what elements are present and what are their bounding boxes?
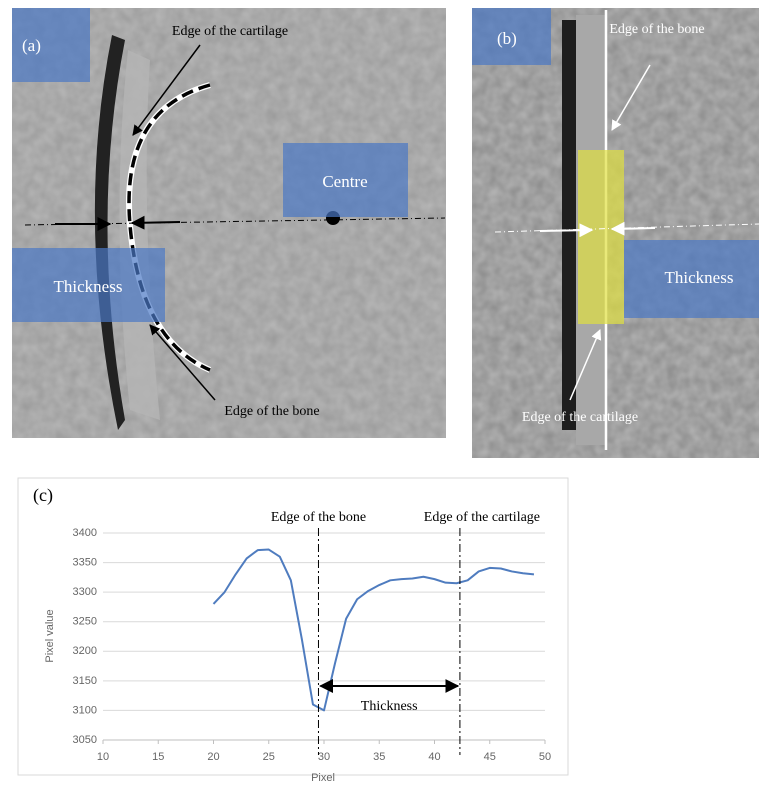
x-axis-label: Pixel bbox=[311, 772, 335, 784]
panel-label: (c) bbox=[33, 485, 53, 506]
edge bbox=[562, 20, 576, 430]
panel-a: (a) Centre Thickness Edge of the cartila… bbox=[12, 8, 446, 438]
x-tick-label: 40 bbox=[428, 751, 440, 763]
y-tick-label: 3100 bbox=[73, 704, 97, 716]
x-tick-label: 50 bbox=[539, 751, 551, 763]
x-tick-label: 20 bbox=[207, 751, 219, 763]
annotation: Edge of the cartilage bbox=[522, 410, 638, 425]
x-tick-label: 15 bbox=[152, 751, 164, 763]
x-tick-label: 35 bbox=[373, 751, 385, 763]
y-tick-label: 3150 bbox=[73, 675, 97, 687]
y-tick-label: 3050 bbox=[73, 734, 97, 746]
annotation: Thickness bbox=[361, 699, 418, 714]
marker-label: Edge of the cartilage bbox=[424, 510, 540, 525]
y-tick-label: 3250 bbox=[73, 616, 97, 628]
annotation: Edge of the cartilage bbox=[172, 24, 288, 39]
annotation: Edge of the bone bbox=[609, 22, 704, 37]
highlight bbox=[578, 150, 624, 324]
label: Thickness bbox=[54, 277, 123, 296]
x-tick-label: 45 bbox=[484, 751, 496, 763]
arrow bbox=[132, 222, 180, 223]
y-tick-label: 3200 bbox=[73, 645, 97, 657]
arrow bbox=[612, 228, 655, 229]
annotation: Edge of the bone bbox=[224, 404, 319, 419]
arrow bbox=[540, 230, 592, 231]
panel-label: (b) bbox=[497, 29, 517, 48]
label: Centre bbox=[322, 172, 367, 191]
y-tick-label: 3350 bbox=[73, 556, 97, 568]
x-tick-label: 25 bbox=[263, 751, 275, 763]
x-tick-label: 30 bbox=[318, 751, 330, 763]
y-tick-label: 3300 bbox=[73, 586, 97, 598]
x-tick-label: 10 bbox=[97, 751, 109, 763]
marker-label: Edge of the bone bbox=[271, 510, 366, 525]
figure: (a) Centre Thickness Edge of the cartila… bbox=[0, 0, 761, 803]
y-axis-label: Pixel value bbox=[44, 609, 56, 662]
label: Thickness bbox=[665, 268, 734, 287]
panel-b: (b) Edge of the bone Thickness Edge of t… bbox=[472, 8, 759, 458]
panel-label: (a) bbox=[22, 36, 41, 55]
y-tick-label: 3400 bbox=[73, 527, 97, 539]
